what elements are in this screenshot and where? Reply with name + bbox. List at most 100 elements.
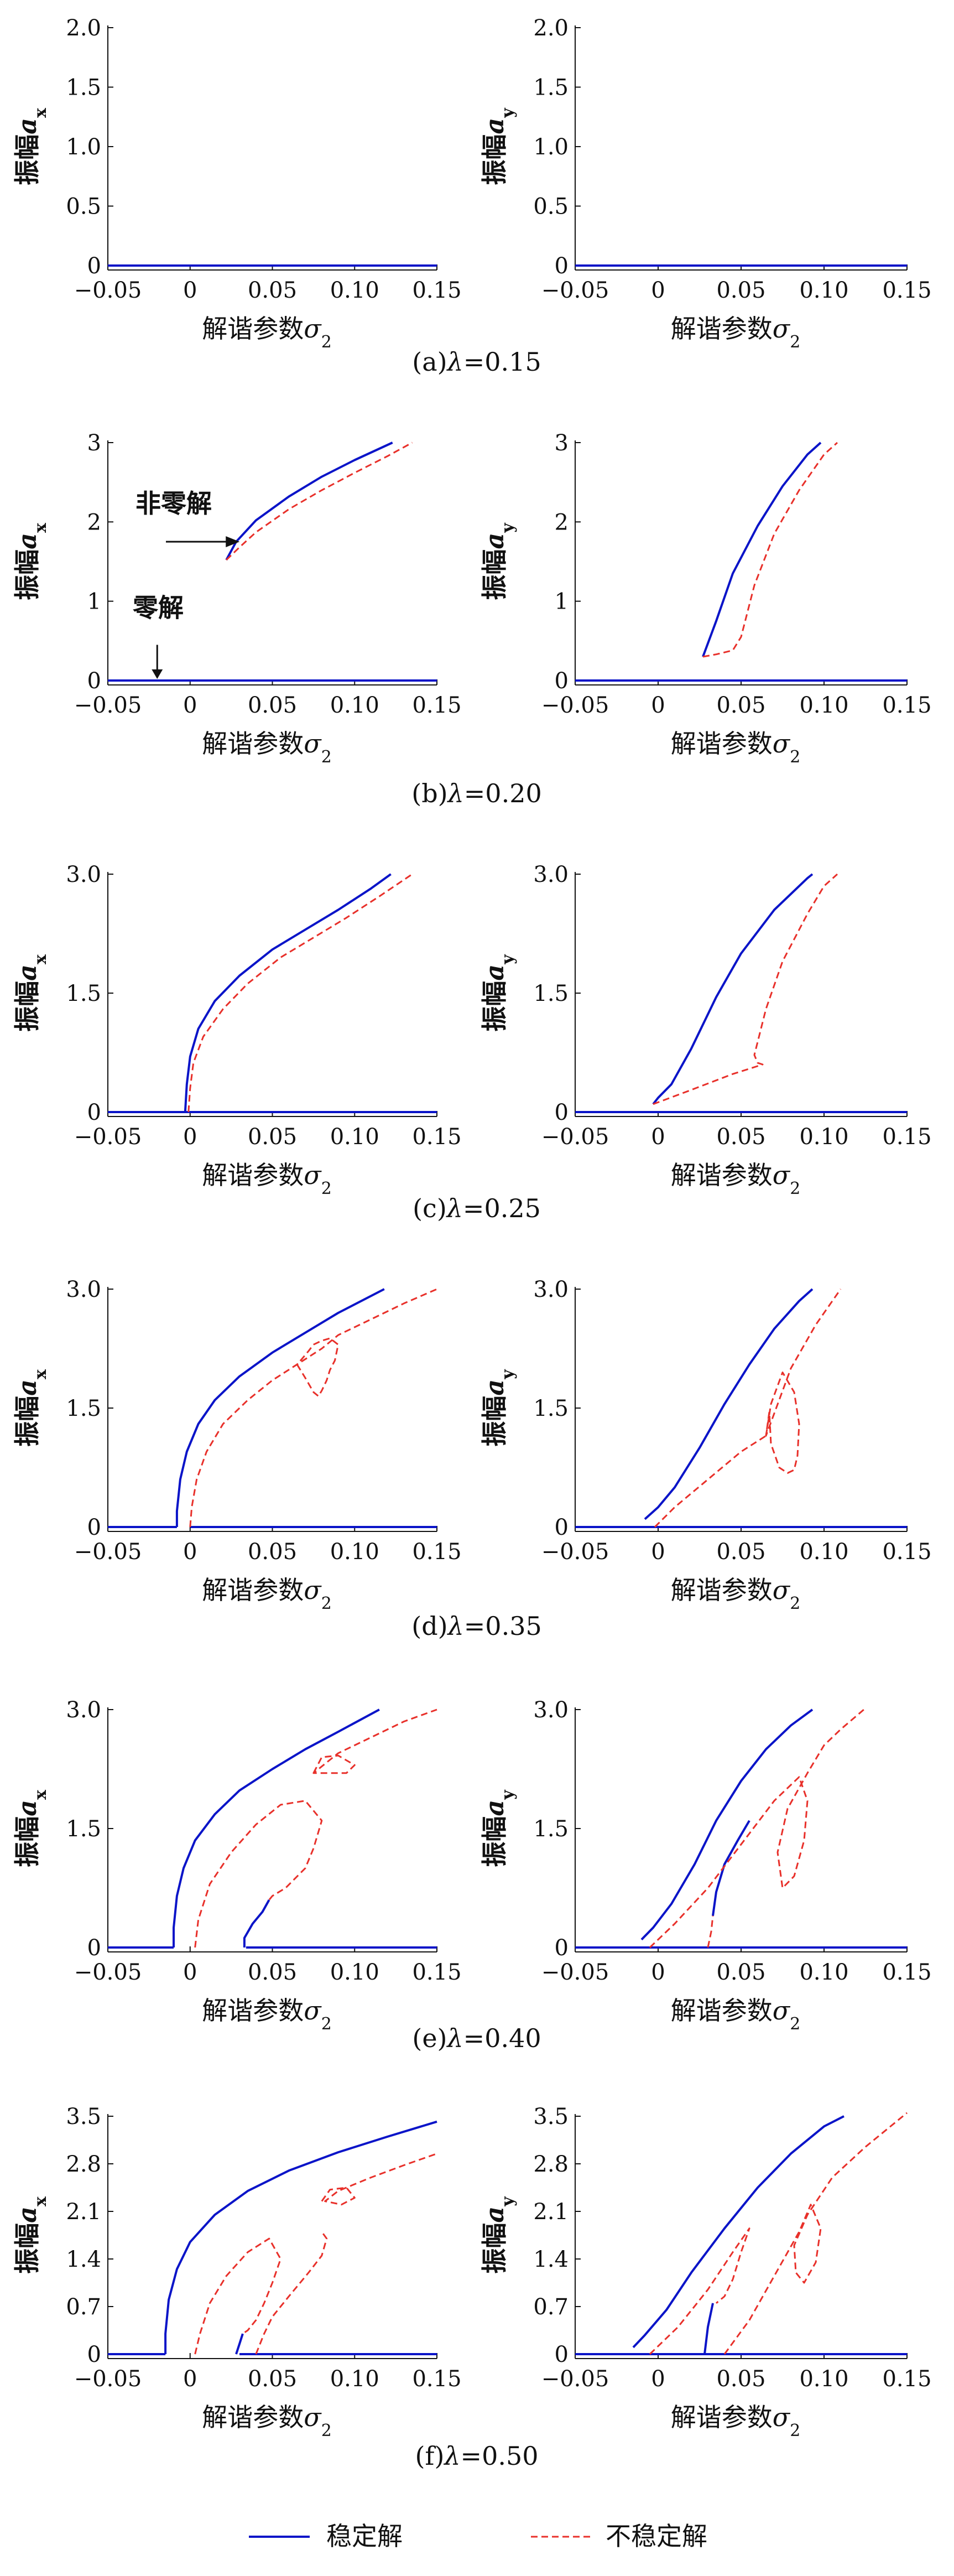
x-tick-label: 0 (651, 1124, 665, 1150)
y-tick-label: 3.0 (533, 1277, 569, 1302)
x-tick-label: 0.05 (248, 693, 297, 718)
y-tick-label: 0 (87, 1515, 101, 1540)
x-axis-label: 解谐参数σ2 (202, 314, 331, 352)
x-tick-label: −0.05 (74, 1539, 142, 1565)
y-axis-label: 振幅ay (479, 107, 518, 185)
x-tick-label: −0.05 (74, 693, 142, 718)
y-tick-label: 1.5 (533, 1396, 569, 1421)
x-tick-label: 0 (651, 278, 665, 303)
legend-stable-label: 稳定解 (326, 2521, 403, 2551)
y-tick-label: 0 (555, 668, 569, 694)
stable-series-line (702, 442, 822, 657)
x-tick-label: 0.15 (882, 2366, 931, 2392)
y-tick-label: 2.0 (533, 15, 569, 41)
x-tick-label: 0 (651, 2366, 665, 2392)
y-axis-label: 振幅ay (479, 1789, 518, 1867)
y-tick-label: 1.5 (533, 75, 569, 101)
x-tick-label: −0.05 (74, 2366, 142, 2392)
x-tick-label: 0.05 (248, 1960, 297, 1985)
stable-series-line (225, 442, 393, 561)
x-tick-label: 0.10 (799, 693, 848, 718)
x-tick-label: 0.15 (412, 2366, 461, 2392)
y-tick-label: 1.0 (533, 134, 569, 160)
y-tick-label: 3.0 (66, 862, 101, 887)
y-tick-label: 2.8 (533, 2152, 569, 2177)
stable-series-line (644, 1288, 814, 1520)
annotation-nonzero: 非零解 (135, 489, 212, 518)
x-axis-label: 解谐参数σ2 (671, 1575, 800, 1613)
x-tick-label: −0.05 (74, 1960, 142, 1985)
y-tick-label: 2.1 (533, 2199, 569, 2225)
y-tick-label: 1.0 (66, 134, 101, 160)
x-tick-label: 0.10 (799, 1960, 848, 1985)
x-tick-label: 0.10 (330, 278, 379, 303)
y-tick-label: 0 (87, 1935, 101, 1961)
chart-5-right: 00.71.42.12.83.5−0.05 0 0.05 0.10 0.15振幅ay解谐… (479, 2104, 932, 2440)
y-tick-label: 0 (87, 668, 101, 694)
x-tick-label: 0.05 (248, 1124, 297, 1150)
x-tick-label: 0.15 (882, 1124, 931, 1150)
y-tick-label: 1 (555, 589, 569, 615)
x-tick-label: −0.05 (74, 1124, 142, 1150)
unstable-series-line (321, 2153, 437, 2206)
y-tick-label: 0 (87, 253, 101, 279)
y-axis-label: 振幅ax (12, 107, 50, 185)
y-axis-label: 振幅ax (12, 2196, 50, 2274)
unstable-series-line (765, 1289, 842, 1474)
y-axis-label: 振幅ax (12, 1789, 50, 1867)
annotation-arrowhead (226, 536, 240, 548)
unstable-series-line (226, 442, 413, 561)
x-tick-label: 0.15 (882, 278, 931, 303)
y-tick-label: 3.0 (533, 862, 569, 887)
x-tick-label: 0.10 (330, 1124, 379, 1150)
x-tick-label: 0.15 (412, 1539, 461, 1565)
x-tick-label: 0.15 (882, 1960, 931, 1985)
x-axis-label: 解谐参数σ2 (202, 1575, 331, 1613)
x-tick-label: 0.15 (412, 693, 461, 718)
y-tick-label: 0.5 (66, 194, 101, 220)
x-tick-label: 0.10 (330, 1960, 379, 1985)
x-axis-label: 解谐参数σ2 (671, 1160, 800, 1198)
y-tick-label: 1.5 (66, 1396, 101, 1421)
panel-caption: (e)λ=0.40 (412, 2023, 541, 2053)
chart-0-left: 00.51.01.52.0−0.05 0 0.05 0.10 0.15振幅ax解谐参数σ… (12, 15, 462, 352)
x-tick-label: −0.05 (74, 278, 142, 303)
x-tick-label: 0 (651, 1960, 665, 1985)
x-tick-label: 0 (651, 693, 665, 718)
y-axis-label: 振幅ay (479, 1369, 518, 1447)
x-axis-label: 解谐参数σ2 (202, 1160, 331, 1198)
y-tick-label: 1.5 (66, 75, 101, 101)
y-axis-label: 振幅ay (479, 954, 518, 1032)
x-tick-label: 0.05 (248, 1539, 297, 1565)
y-tick-label: 0 (555, 2342, 569, 2367)
y-axis-label: 振幅ay (479, 2196, 518, 2274)
x-axis-label: 解谐参数σ2 (202, 729, 331, 767)
y-tick-label: 0 (555, 253, 569, 279)
y-tick-label: 1.5 (66, 981, 101, 1006)
unstable-series-line (649, 2227, 750, 2355)
x-axis-label: 解谐参数σ2 (671, 2402, 800, 2440)
panel-caption: (f)λ=0.50 (415, 2441, 538, 2471)
x-tick-label: 0.05 (716, 278, 765, 303)
x-tick-label: 0.05 (716, 1124, 765, 1150)
y-tick-label: 3 (555, 430, 569, 456)
unstable-series-line (255, 2231, 328, 2355)
unstable-series-line (649, 1708, 864, 1949)
y-tick-label: 0 (87, 1100, 101, 1125)
x-tick-label: 0.05 (716, 693, 765, 718)
y-axis-label: 振幅ay (479, 522, 518, 600)
y-tick-label: 1.5 (66, 1816, 101, 1842)
y-tick-label: 0 (555, 1100, 569, 1125)
stable-series-line (703, 2303, 714, 2355)
unstable-series-line (296, 1337, 339, 1397)
x-tick-label: 0 (183, 1124, 197, 1150)
x-axis-label: 解谐参数σ2 (202, 1996, 331, 2034)
x-tick-label: 0 (183, 278, 197, 303)
y-tick-label: 2 (555, 510, 569, 535)
y-tick-label: 2 (87, 510, 101, 535)
